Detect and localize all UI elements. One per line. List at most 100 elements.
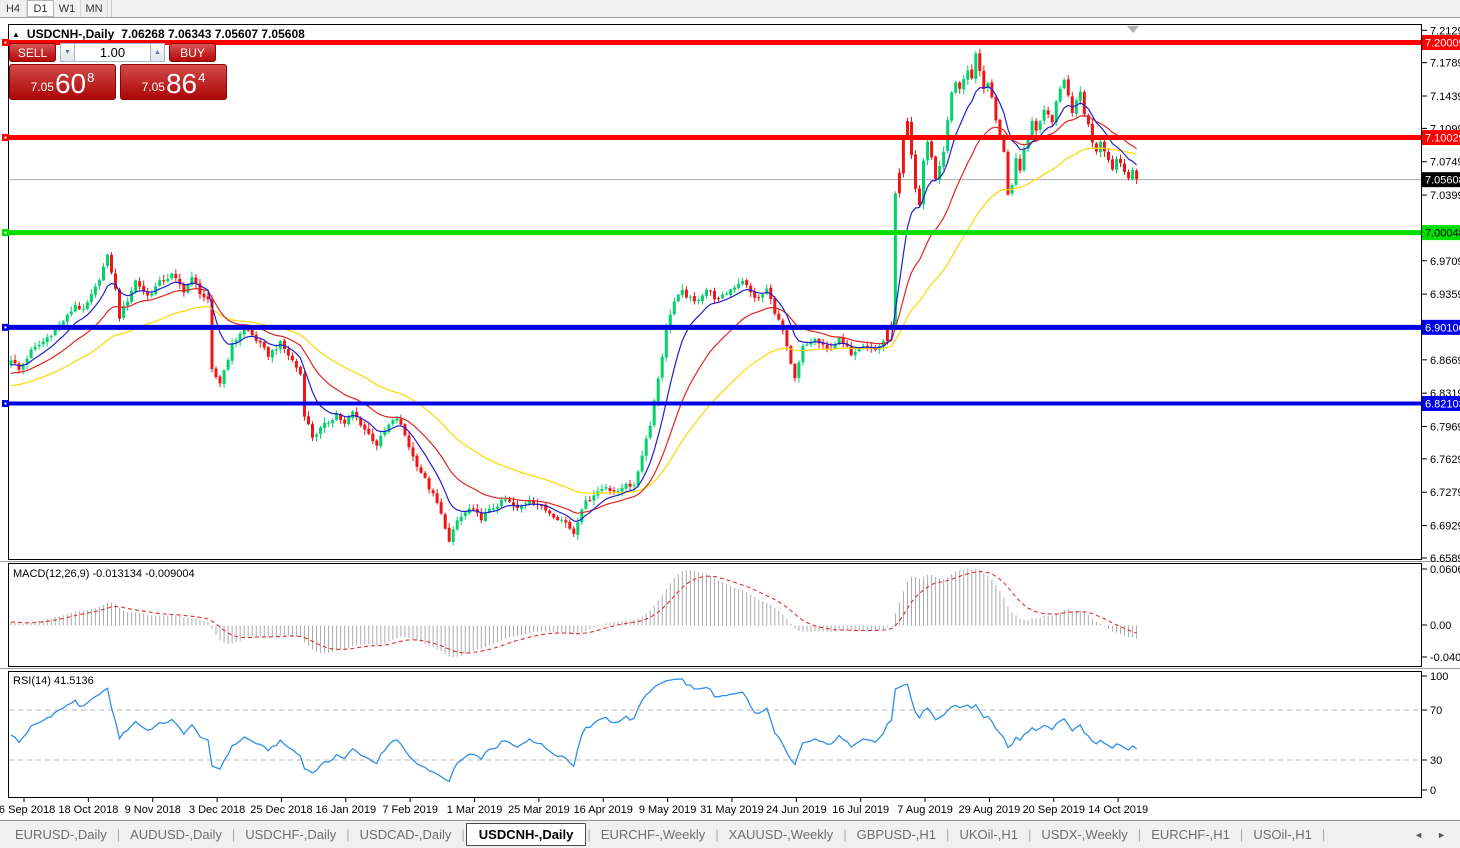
chart-tab-eurchf-h1[interactable]: EURCHF-,H1 — [1151, 827, 1230, 842]
horizontal-level-lines — [2, 39, 1421, 408]
chart-tab-gbpusd-h1[interactable]: GBPUSD-,H1 — [856, 827, 937, 842]
chart-tab-usdcnh-daily[interactable]: USDCNH-,Daily — [465, 823, 587, 846]
svg-text:6.76290: 6.76290 — [1430, 454, 1460, 466]
volume-input[interactable] — [75, 43, 150, 62]
svg-text:18 Oct 2018: 18 Oct 2018 — [58, 804, 118, 816]
svg-text:24 Jun 2019: 24 Jun 2019 — [766, 804, 827, 816]
tab-separator: | — [1239, 827, 1244, 842]
chart-tab-usdx-weekly[interactable]: USDX-,Weekly — [1041, 827, 1128, 842]
svg-text:6.65890: 6.65890 — [1430, 553, 1460, 565]
ma-mid-line — [10, 115, 1137, 514]
svg-text:6.86690: 6.86690 — [1430, 355, 1460, 367]
svg-text:20 Sep 2019: 20 Sep 2019 — [1023, 804, 1085, 816]
chart-tab-usdcad-daily[interactable]: USDCAD-,Daily — [359, 827, 452, 842]
tabs-scroll-left-icon[interactable]: ◄ — [1414, 829, 1424, 840]
chart-tab-usdchf-daily[interactable]: USDCHF-,Daily — [245, 827, 337, 842]
collapse-triangle-icon[interactable]: ▲ — [12, 29, 20, 39]
svg-text:70: 70 — [1430, 705, 1442, 717]
svg-text:9 Nov 2018: 9 Nov 2018 — [125, 804, 181, 816]
toolbar-separator — [108, 0, 112, 17]
svg-text:6.93590: 6.93590 — [1430, 289, 1460, 301]
svg-text:16 Jul 2019: 16 Jul 2019 — [832, 804, 889, 816]
ma-fast-line — [10, 86, 1138, 522]
svg-text:16 Apr 2019: 16 Apr 2019 — [574, 804, 633, 816]
svg-text:0.00: 0.00 — [1430, 620, 1451, 632]
svg-text:6.97090: 6.97090 — [1430, 256, 1460, 268]
chart-tab-bar: EURUSD-,Daily | AUDUSD-,Daily | USDCHF-,Dail… — [0, 820, 1460, 848]
svg-text:6.79690: 6.79690 — [1430, 422, 1460, 434]
price-axis-line-labels: 7.20009 7.10029 7.00048 6.90100 6.82103 7.056… — [1422, 35, 1460, 412]
svg-text:25 Dec 2018: 25 Dec 2018 — [250, 804, 312, 816]
panel-borders — [0, 24, 1460, 798]
svg-text:16 Jan 2019: 16 Jan 2019 — [316, 804, 377, 816]
svg-text:7.00048: 7.00048 — [1425, 228, 1460, 240]
chart-ohlc-values: 7.06268 7.06343 7.05607 7.05608 — [121, 27, 305, 41]
svg-text:6.72790: 6.72790 — [1430, 487, 1460, 499]
svg-text:31 May 2019: 31 May 2019 — [700, 804, 764, 816]
sell-price-block[interactable]: 7.05 60 8 — [9, 64, 116, 100]
tab-separator: | — [116, 827, 121, 842]
chart-tab-eurusd-daily[interactable]: EURUSD-,Daily — [15, 827, 107, 842]
svg-text:9 May 2019: 9 May 2019 — [639, 804, 696, 816]
buy-button[interactable]: BUY — [169, 43, 216, 62]
svg-text:6.69290: 6.69290 — [1430, 521, 1460, 533]
chart-tab-usoil-h1[interactable]: USOil-,H1 — [1253, 827, 1312, 842]
chart-tab-eurchf-weekly[interactable]: EURCHF-,Weekly — [600, 827, 706, 842]
volume-decrease-button[interactable]: ▼ — [60, 43, 75, 62]
macd-signal-line — [10, 571, 1137, 654]
tab-separator: | — [946, 827, 950, 842]
svg-text:7.10029: 7.10029 — [1425, 133, 1460, 145]
svg-text:0: 0 — [1430, 785, 1436, 797]
tab-separator: | — [1321, 827, 1326, 842]
timeframe-toolbar: H4 D1 W1 MN — [0, 0, 1460, 18]
svg-text:7.03990: 7.03990 — [1430, 190, 1460, 202]
sell-button[interactable]: SELL — [9, 43, 56, 62]
svg-text:7.05608: 7.05608 — [1425, 175, 1460, 187]
svg-text:26 Sep 2018: 26 Sep 2018 — [0, 804, 55, 816]
rsi-indicator-label: RSI(14) 41.5136 — [13, 675, 94, 687]
chart-tab-audusd-daily[interactable]: AUDUSD-,Daily — [130, 827, 222, 842]
svg-text:6.82103: 6.82103 — [1425, 399, 1460, 411]
timeframe-button-d1[interactable]: D1 — [27, 0, 54, 17]
sell-price-big-digits: 60 — [54, 68, 87, 99]
macd-indicator-label: MACD(12,26,9) -0.013134 -0.009004 — [13, 568, 195, 580]
tab-separator: | — [346, 827, 350, 842]
svg-text:1 Mar 2019: 1 Mar 2019 — [447, 804, 503, 816]
svg-text:0.060687: 0.060687 — [1430, 564, 1460, 576]
chart-tab-xauusd-weekly[interactable]: XAUUSD-,Weekly — [728, 827, 834, 842]
ma-slow-line — [10, 147, 1137, 494]
tab-separator: | — [231, 827, 236, 842]
timeframe-button-w1[interactable]: W1 — [54, 0, 81, 17]
buy-price-block[interactable]: 7.05 86 4 — [120, 64, 227, 100]
svg-text:30: 30 — [1430, 755, 1442, 767]
tab-separator: | — [1027, 827, 1032, 842]
tab-separator: | — [715, 827, 719, 842]
svg-text:7.14390: 7.14390 — [1430, 91, 1460, 103]
svg-text:25 Mar 2019: 25 Mar 2019 — [508, 804, 570, 816]
chart-tab-ukoil-h1[interactable]: UKOil-,H1 — [959, 827, 1018, 842]
volume-increase-button[interactable]: ▲ — [150, 43, 165, 62]
buy-price-big-digits: 86 — [165, 68, 198, 99]
one-click-trading-panel: SELL ▼ ▲ BUY 7.05 60 8 7.05 86 4 — [9, 43, 228, 100]
tab-separator: | — [843, 827, 847, 842]
timeframe-button-mn[interactable]: MN — [81, 0, 108, 17]
svg-text:7.07490: 7.07490 — [1430, 157, 1460, 169]
moving-averages — [10, 86, 1138, 522]
timeframe-button-h4[interactable]: H4 — [0, 0, 27, 17]
tab-separator: | — [461, 827, 465, 842]
macd-axis: 0.060687 0.00 -0.040437 — [1422, 564, 1460, 664]
tabs-scroll-right-icon[interactable]: ► — [1437, 829, 1446, 840]
rsi-line — [10, 678, 1137, 783]
svg-text:3 Dec 2018: 3 Dec 2018 — [189, 804, 245, 816]
chart-shift-marker-icon[interactable] — [1127, 26, 1139, 33]
svg-text:-0.040437: -0.040437 — [1430, 652, 1460, 664]
rsi-axis: 100 70 30 0 — [1422, 671, 1448, 797]
candles-layer — [9, 48, 1139, 546]
chart-header: ▲ USDCNH-,Daily 7.06268 7.06343 7.05607 … — [12, 27, 305, 41]
svg-text:7.20009: 7.20009 — [1425, 38, 1460, 50]
sell-price-prefix: 7.05 — [30, 80, 54, 94]
svg-text:14 Oct 2019: 14 Oct 2019 — [1088, 804, 1148, 816]
